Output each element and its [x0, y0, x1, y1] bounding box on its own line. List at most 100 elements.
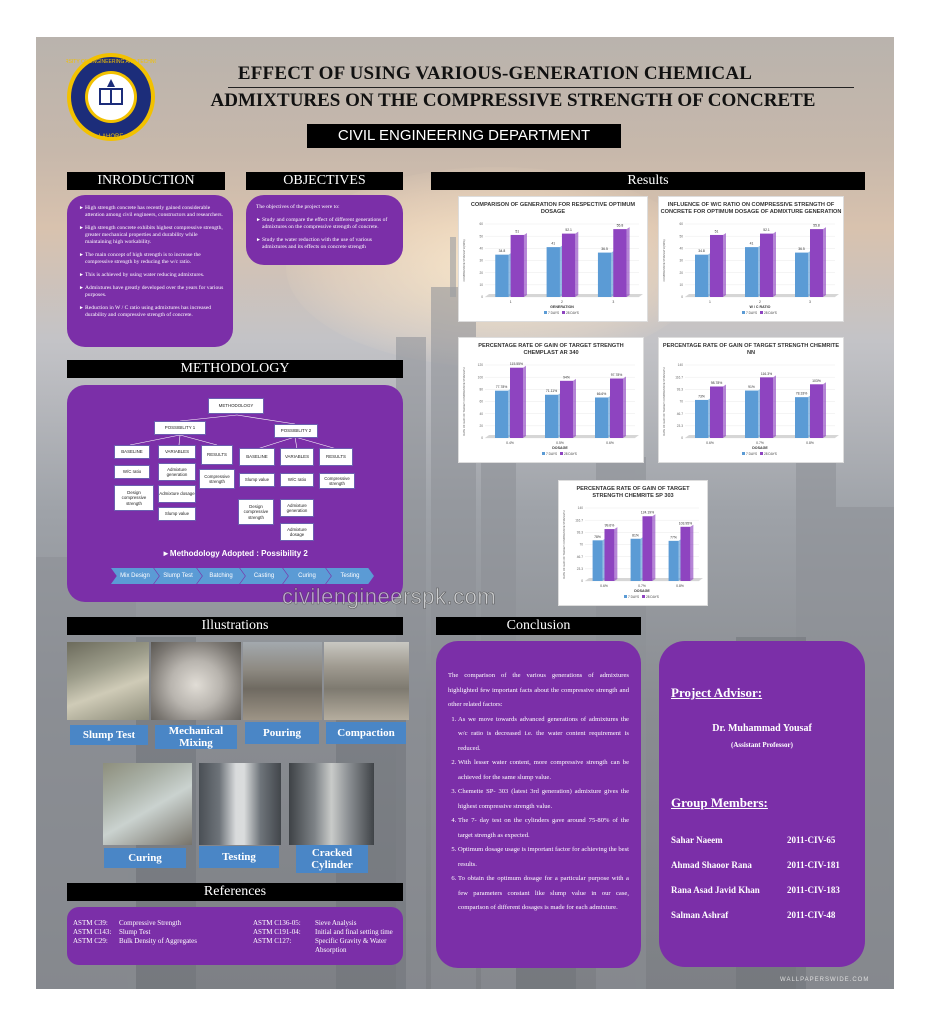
footer-watermark: WALLPAPERSWIDE.COM — [780, 977, 870, 983]
reference-row: ASTM C39: Compressive Strength — [73, 919, 251, 928]
chart-y-tick-label: 23.3 — [677, 424, 683, 428]
chart-y-tick-label: 30 — [479, 259, 483, 263]
chart-bar — [810, 384, 823, 438]
chart-chemplast-ar340: PERCENTAGE RATE OF GAIN OF TARGET STRENG… — [458, 337, 644, 463]
chart-y-tick-label: 0 — [681, 295, 683, 299]
chart-bar — [597, 252, 612, 297]
label-cracked-cylinder: Cracked Cylinder — [296, 845, 368, 873]
chart-y-tick-label: 70 — [579, 543, 583, 547]
chart-legend-entry: 7 DAYS — [746, 311, 757, 315]
chart-y-tick-label: 70 — [679, 400, 683, 404]
chart-bar-side — [723, 232, 726, 297]
chart-title: CONCRETE FOR OPTIMUM DOSAGE OF ADMIXTURE… — [661, 209, 842, 215]
objectives-box: The objectives of the project were to: S… — [246, 195, 403, 265]
chart-x-tick-label: 2 — [561, 300, 563, 304]
poster-title-line-2: ADMIXTURES ON THE COMPRESSIVE STRENGTH O… — [210, 90, 816, 111]
member-name: Sahar Naeem — [671, 835, 723, 845]
results-heading: Results — [431, 172, 865, 190]
chart-bar — [560, 380, 573, 438]
chart-bar — [510, 234, 524, 297]
chart-y-tick-label: 93.3 — [677, 388, 683, 392]
photo-slump-test — [67, 642, 149, 720]
chart-legend-swatch — [742, 452, 745, 455]
chart-bar-side — [575, 231, 579, 297]
chart-data-label: 77.78% — [496, 385, 508, 389]
flow-node-p2-slump: Slump value — [239, 473, 275, 487]
methodology-box: METHODOLOGY POSSIBILITY 1 POSSIBILITY 2 … — [67, 385, 403, 602]
references-box: ASTM C39: Compressive Strength ASTM C143: S… — [67, 907, 403, 965]
introduction-item: High strength concrete exhibits highest … — [79, 225, 225, 246]
introduction-item: The main concept of high strength is to … — [79, 252, 225, 266]
chart-data-label: 36.5 — [798, 247, 805, 251]
objectives-list: Study and compare the effect of differen… — [256, 217, 395, 251]
references-right-column: ASTM C136-05: Sieve Analysis ASTM C191-04:… — [253, 919, 401, 955]
chart-y-tick-label: 46.7 — [677, 412, 683, 416]
member-name: Salman Ashraf — [671, 910, 729, 920]
chart-bar-side — [723, 384, 726, 438]
chart-legend-swatch — [544, 311, 547, 314]
flow-node-p1-adm-gen: Admixture generation — [158, 463, 196, 481]
chart-bar — [495, 254, 509, 297]
chart-x-tick-label: 0.6% — [600, 584, 608, 588]
chart-data-label: 91% — [748, 385, 755, 389]
chart-wc-ratio-influence: INFLUENCE OF W/C RATIO ON COMPRESSIVE ST… — [658, 196, 844, 322]
chart-y-tick-label: 40 — [479, 412, 483, 416]
reference-code: ASTM C191-04: — [253, 928, 301, 936]
flow-node-p1-wc: W/C ratio — [114, 465, 150, 479]
chart-bar-side — [523, 365, 526, 438]
objectives-intro: The objectives of the project were to: — [256, 204, 340, 210]
conclusion-list: As we move towards advanced generations … — [448, 713, 629, 916]
chart-bar — [642, 516, 653, 581]
poster-title-line-1: EFFECT OF USING VARIOUS-GENERATION CHEMI… — [237, 63, 753, 84]
reference-code: ASTM C39: — [73, 919, 108, 927]
flow-node-possibility-2: POSSIBILITY 2 — [274, 424, 318, 438]
reference-row: ASTM C127: Specific Gravity & Water Absor… — [253, 937, 401, 955]
member-name: Rana Asad Javid Khan — [671, 885, 760, 895]
flow-node-p2-adm-dos: Admixture dosage — [280, 523, 314, 541]
reference-row: ASTM C29: Bulk Density of Aggregates — [73, 937, 251, 946]
chart-legend-swatch — [642, 595, 645, 598]
process-step-mix-design: Mix Design — [111, 568, 159, 584]
chart-x-tick-label: 0.6% — [706, 441, 714, 445]
chart-y-tick-label: 116.7 — [675, 375, 683, 379]
photo-curing — [103, 763, 192, 845]
flow-node-p1-design: Design compressive strength — [114, 485, 154, 511]
chart-data-label: 77% — [670, 535, 677, 539]
label-slump-test: Slump Test — [70, 725, 148, 745]
references-left-column: ASTM C39: Compressive Strength ASTM C143: S… — [73, 919, 251, 946]
chart-data-label: 36.5 — [601, 247, 608, 251]
chart-x-tick-label: 0.6% — [606, 441, 614, 445]
chart-data-label: 41 — [750, 242, 754, 246]
references-heading: References — [67, 883, 403, 901]
chart-data-label: 51 — [715, 229, 719, 233]
chart-legend-entry: 28 DAYS — [646, 595, 659, 599]
chart-x-axis-label: DOSAGE — [752, 446, 768, 450]
flow-node-p2-variables: VARIABLES — [280, 448, 314, 466]
reference-text: Bulk Density of Aggregates — [119, 937, 197, 945]
introduction-item: Reduction in W / C ratio using admixture… — [79, 305, 225, 319]
chart-bar-side — [652, 514, 656, 581]
chart-y-tick-label: 50 — [479, 234, 483, 238]
chart-y-tick-label: 46.7 — [577, 555, 583, 559]
chart-y-tick-label: 140 — [678, 363, 684, 367]
chart-bar — [592, 540, 603, 581]
chart-bar — [745, 247, 758, 297]
chart-x-tick-label: 0.5% — [556, 441, 564, 445]
chart-y-tick-label: 10 — [479, 283, 483, 287]
chart-y-axis-label: RATE OF GAIN OF TARGET COMPRESSIVE STREN… — [462, 367, 466, 435]
flow-node-p2-results: RESULTS — [319, 448, 353, 466]
conclusion-heading: Conclusion — [436, 617, 641, 635]
chart-bar — [795, 252, 808, 297]
objective-item: Study the water reduction with the use o… — [256, 237, 395, 251]
chart-y-tick-label: 120 — [478, 363, 484, 367]
chart-data-label: 81% — [632, 533, 639, 537]
reference-row: ASTM C136-05: Sieve Analysis — [253, 919, 401, 928]
chart-y-tick-label: 60 — [679, 222, 683, 226]
members-list: Sahar Naeem 2011-CIV-65 Ahmad Shaoor Rana 2… — [671, 835, 861, 935]
chart-legend-swatch — [624, 595, 627, 598]
photo-mechanical-mixing — [151, 642, 241, 720]
member-row: Rana Asad Javid Khan 2011-CIV-183 — [671, 885, 861, 895]
flow-node-possibility-1: POSSIBILITY 1 — [154, 421, 206, 435]
chart-bar — [695, 254, 708, 297]
member-name: Ahmad Shaoor Rana — [671, 860, 752, 870]
